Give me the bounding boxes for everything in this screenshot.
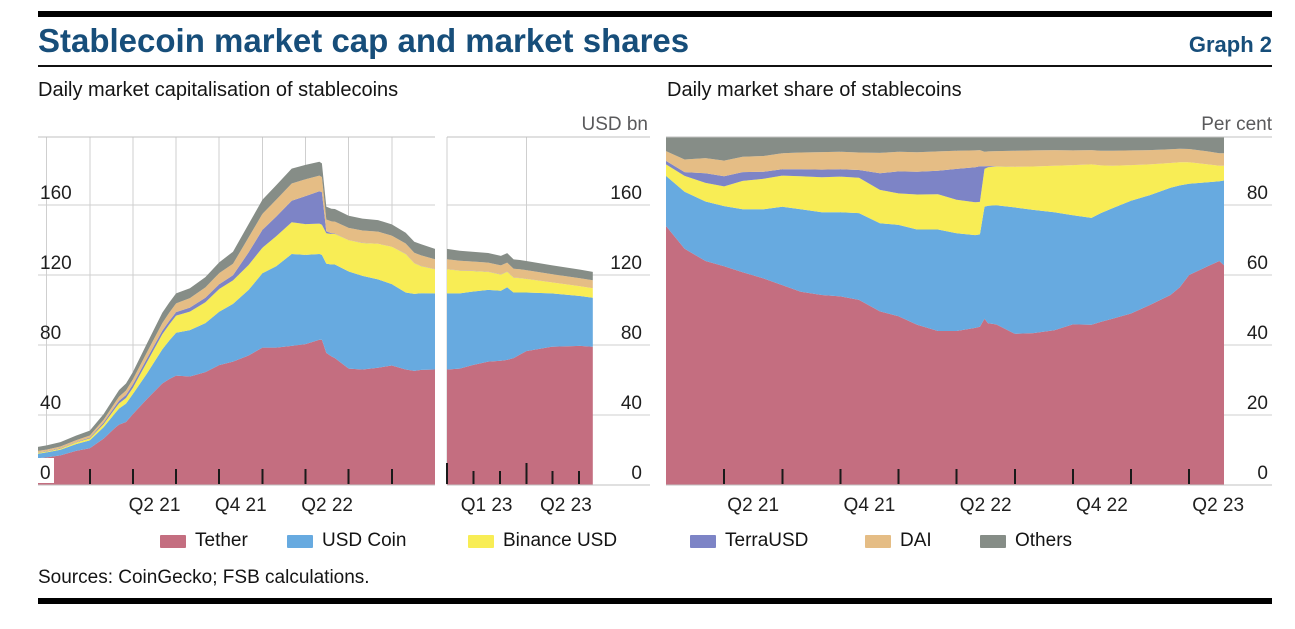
x-axis-label: Q2 23 bbox=[540, 495, 592, 516]
dai-swatch bbox=[865, 534, 891, 548]
legend-item-dai: DAI bbox=[865, 529, 932, 553]
y-axis-label-right: 160 bbox=[610, 183, 642, 204]
area-usd-coin bbox=[666, 175, 1224, 334]
x-tick bbox=[781, 469, 784, 484]
y-axis-label-right: 80 bbox=[1247, 183, 1268, 204]
area-usd-coin bbox=[447, 287, 593, 370]
left-chart-unit-label: USD bn bbox=[581, 114, 648, 135]
y-axis-label-left: 80 bbox=[40, 323, 61, 344]
area-dai bbox=[666, 148, 1224, 177]
legend-label-tether: Tether bbox=[195, 530, 248, 551]
right-chart-subtitle: Daily market share of stablecoins bbox=[667, 79, 962, 101]
y-axis-label-left: 0 bbox=[40, 463, 51, 484]
left-chart-subtitle: Daily market capitalisation of stablecoi… bbox=[38, 79, 399, 101]
sources-note: Sources: CoinGecko; FSB calculations. bbox=[38, 567, 370, 588]
page-title: Stablecoin market cap and market shares bbox=[38, 22, 690, 59]
y-axis-label-right: 0 bbox=[631, 463, 642, 484]
chart-1: Q2 21 Q4 21 Q2 22 Q4 22 Q2 23 0 20 40 60 80 bbox=[666, 136, 1272, 516]
y-axis-label-right: 120 bbox=[610, 253, 642, 274]
area-others bbox=[666, 137, 1224, 161]
area-dai bbox=[447, 259, 593, 289]
x-tick bbox=[723, 469, 726, 484]
x-axis-label: Q2 22 bbox=[301, 495, 353, 516]
legend-item-terrausd: TerraUSD bbox=[690, 529, 808, 553]
bottom-rule bbox=[38, 598, 1272, 604]
x-tick bbox=[525, 463, 528, 484]
x-tick bbox=[390, 469, 393, 484]
y-axis-label-right: 20 bbox=[1247, 393, 1268, 414]
legend-item-usd-coin: USD Coin bbox=[287, 529, 406, 553]
x-tick bbox=[218, 469, 221, 484]
area-binance-usd bbox=[666, 162, 1224, 236]
tether-swatch bbox=[160, 534, 186, 548]
area-tether bbox=[666, 226, 1224, 485]
x-axis-label: Q2 21 bbox=[727, 495, 779, 516]
top-rule bbox=[38, 11, 1272, 17]
area-tether bbox=[38, 339, 435, 485]
x-axis-label: Q4 21 bbox=[844, 495, 896, 516]
x-axis-label: Q2 23 bbox=[1192, 495, 1244, 516]
y-axis-label-left: 40 bbox=[40, 393, 61, 414]
x-tick bbox=[347, 469, 350, 484]
x-axis-label: Q1 23 bbox=[461, 495, 513, 516]
legend-market-cap: Tether USD Coin Binance USD bbox=[38, 529, 650, 553]
x-tick bbox=[897, 469, 900, 484]
x-tick bbox=[955, 469, 958, 484]
x-axis-label: Q4 22 bbox=[1076, 495, 1128, 516]
y-axis-label-right: 40 bbox=[621, 393, 642, 414]
chart-0: Q2 21 Q4 21 Q2 22 Q1 23 Q2 23 0 0 40 40 80 80 120 12… bbox=[36, 136, 650, 516]
y-axis-label-left: 120 bbox=[40, 253, 72, 274]
x-tick bbox=[1071, 469, 1074, 484]
x-tick bbox=[1130, 469, 1132, 484]
x-tick bbox=[88, 469, 91, 484]
legend-market-share: TerraUSD DAI Others bbox=[666, 529, 1272, 553]
y-axis-label-right: 40 bbox=[1247, 323, 1268, 344]
area-others bbox=[447, 248, 593, 281]
legend-label-binance-usd: Binance USD bbox=[503, 530, 618, 551]
title-rule bbox=[38, 65, 1272, 67]
usd-coin-swatch bbox=[287, 534, 313, 548]
x-tick bbox=[839, 469, 842, 484]
area-usd-coin bbox=[38, 254, 435, 459]
x-tick bbox=[175, 469, 178, 484]
terrausd-swatch bbox=[690, 534, 716, 548]
binance-usd-swatch bbox=[468, 534, 494, 548]
others-swatch bbox=[980, 534, 1006, 548]
y-axis-label-right: 80 bbox=[621, 323, 642, 344]
area-binance-usd bbox=[447, 269, 593, 298]
legend-item-others: Others bbox=[980, 529, 1072, 553]
x-tick bbox=[1188, 469, 1191, 484]
x-axis-label: Q4 21 bbox=[215, 495, 267, 516]
legend-label-terrausd: TerraUSD bbox=[725, 530, 809, 551]
x-tick bbox=[551, 471, 554, 484]
x-tick bbox=[578, 471, 581, 484]
legend-label-others: Others bbox=[1015, 530, 1073, 551]
x-tick bbox=[261, 469, 264, 484]
graph-number-label: Graph 2 bbox=[1188, 32, 1272, 57]
y-axis-label-left: 160 bbox=[40, 183, 72, 204]
y-axis-label-right: 0 bbox=[1257, 463, 1268, 484]
x-tick bbox=[1013, 469, 1016, 484]
legend-item-tether: Tether bbox=[160, 529, 248, 553]
x-tick bbox=[446, 463, 448, 484]
area-terrausd bbox=[666, 160, 1224, 203]
legend-label-dai: DAI bbox=[900, 530, 932, 551]
legend-label-usd-coin: USD Coin bbox=[322, 530, 407, 551]
right-chart-unit-label: Per cent bbox=[1201, 114, 1272, 135]
legend-item-binance-usd: Binance USD bbox=[468, 529, 617, 553]
x-axis-label: Q2 21 bbox=[129, 495, 181, 516]
x-axis-label: Q2 22 bbox=[960, 495, 1012, 516]
y-axis-label-right: 60 bbox=[1247, 253, 1268, 274]
x-tick bbox=[304, 469, 307, 484]
x-tick bbox=[131, 469, 134, 484]
x-tick bbox=[498, 471, 501, 484]
area-tether bbox=[447, 345, 593, 485]
x-tick bbox=[472, 471, 475, 484]
